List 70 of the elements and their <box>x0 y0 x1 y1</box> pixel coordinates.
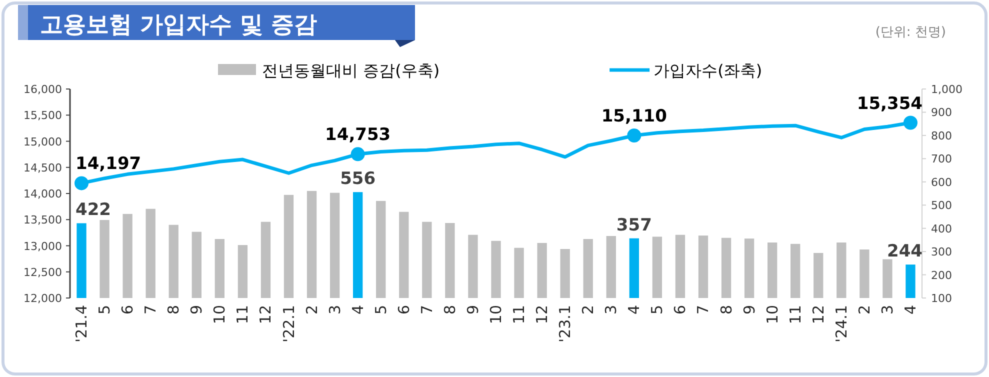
x-tick: 12 <box>809 305 828 324</box>
data-label: 422 <box>76 200 112 220</box>
x-tick: 2 <box>579 305 598 315</box>
x-tick: 4 <box>348 305 367 315</box>
y-tick: 15,000 <box>24 135 62 148</box>
y-tick: 12,000 <box>24 292 62 305</box>
y2-tick: 400 <box>931 222 952 236</box>
x-tick: 5 <box>372 305 390 315</box>
x-tick: 10 <box>763 305 782 324</box>
x-tick: 6 <box>671 305 690 315</box>
x-tick: 6 <box>118 305 137 315</box>
x-tick: 3 <box>326 305 344 315</box>
y2-tick: 500 <box>931 199 952 212</box>
y2-tick: 1,000 <box>931 83 962 96</box>
x-tick: 5 <box>96 305 114 315</box>
x-tick: 10 <box>210 305 229 324</box>
x-tick: 3 <box>878 305 896 315</box>
y2-tick: 800 <box>931 129 952 142</box>
x-tick: 3 <box>602 305 620 315</box>
y-tick: 13,500 <box>24 214 62 227</box>
legend-item: 전년동월대비 증감(우축) <box>218 61 440 80</box>
x-tick: 7 <box>694 305 712 315</box>
data-label: 15,354 <box>856 94 922 114</box>
x-tick: 4 <box>625 305 644 315</box>
y-tick: 13,000 <box>24 240 62 253</box>
x-tick: '23.1 <box>556 305 574 343</box>
x-tick: '22.1 <box>280 305 298 343</box>
x-tick: 2 <box>302 305 321 315</box>
legend-label: 가입자수(좌축) <box>654 61 762 80</box>
x-tick: 9 <box>464 305 482 315</box>
y-tick: 15,500 <box>24 109 62 122</box>
x-tick: 5 <box>648 305 666 315</box>
y2-tick: 300 <box>931 246 952 259</box>
y2-tick: 900 <box>931 106 952 120</box>
x-tick: 8 <box>717 305 736 315</box>
x-tick: 10 <box>487 305 505 324</box>
x-tick: 12 <box>533 305 552 324</box>
x-tick: 2 <box>855 305 874 315</box>
x-tick: 9 <box>740 305 758 315</box>
x-tick: 12 <box>256 305 275 324</box>
y-tick: 12,500 <box>24 266 62 279</box>
legend-label: 전년동월대비 증감(우축) <box>262 61 440 80</box>
x-tick: 9 <box>188 305 206 315</box>
x-tick: 8 <box>164 305 183 315</box>
data-label: 244 <box>886 242 922 262</box>
data-label: 357 <box>616 215 652 236</box>
x-tick: 11 <box>786 305 804 324</box>
x-tick: 7 <box>418 305 436 315</box>
x-tick: '24.1 <box>832 305 850 343</box>
x-tick: 11 <box>234 305 252 324</box>
y-tick: 14,000 <box>24 188 62 200</box>
x-tick: 4 <box>901 305 920 315</box>
y2-tick: 600 <box>931 176 952 189</box>
y2-tick: 200 <box>931 268 952 282</box>
x-tick: 11 <box>510 305 528 324</box>
y2-tick: 100 <box>931 292 952 305</box>
data-label: 14,753 <box>325 125 391 146</box>
data-label: 556 <box>340 169 376 190</box>
title: 고용보험 가입자수 및 증감 <box>40 12 318 38</box>
x-tick: 6 <box>394 305 413 315</box>
y-tick: 16,000 <box>24 83 62 96</box>
y2-tick: 700 <box>931 152 952 166</box>
x-tick: '21.4 <box>72 305 91 343</box>
legend-item: 가입자수(좌축) <box>610 61 762 80</box>
annotation: (단위: 천명) <box>875 25 946 40</box>
x-tick: 8 <box>440 305 459 315</box>
x-tick: 7 <box>142 305 160 315</box>
data-label: 14,197 <box>76 154 142 174</box>
data-label: 15,110 <box>601 106 667 126</box>
y-tick: 14,500 <box>24 161 62 174</box>
